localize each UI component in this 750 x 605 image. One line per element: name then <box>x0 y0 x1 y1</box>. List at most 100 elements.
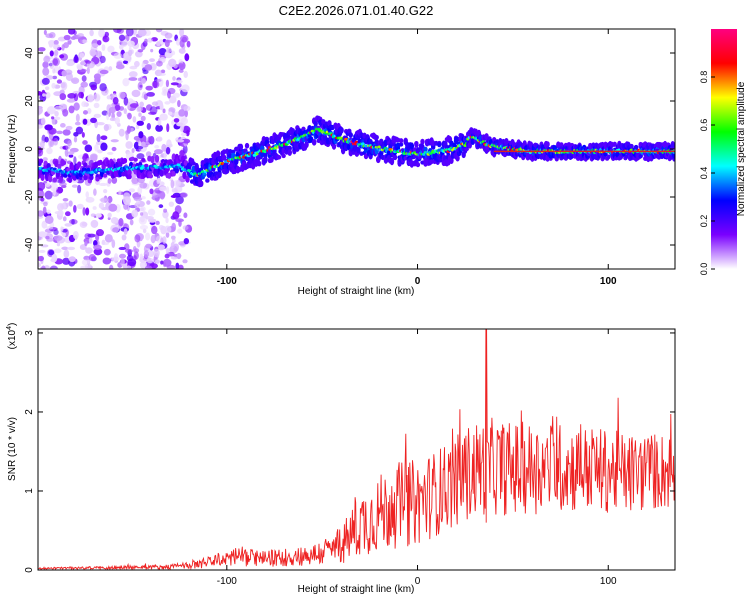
spectrogram-cell <box>276 155 282 160</box>
spectrogram-cell <box>46 106 56 115</box>
spectrogram-cell <box>145 85 153 91</box>
spectrogram-cell <box>102 257 112 265</box>
spectrogram-cell <box>146 123 151 130</box>
spectrogram-cell <box>156 41 161 47</box>
spectrogram-cell <box>257 160 262 167</box>
snr-unit-suffix: ) <box>7 323 18 326</box>
spectrogram-cell <box>142 69 149 75</box>
spectrogram-cell <box>51 253 58 263</box>
spectrogram-cell <box>144 265 153 269</box>
spectrogram-cell <box>127 112 132 120</box>
spectrogram-cell <box>114 104 121 111</box>
spectrogram-cell <box>172 92 180 98</box>
spectrogram-cell <box>182 259 188 264</box>
spectrogram-cell <box>150 48 154 53</box>
spectrogram-cell <box>71 218 75 225</box>
spectrogram-cell <box>49 140 54 148</box>
spectrogram-cell <box>38 262 42 268</box>
spectrogram-cell <box>87 107 92 114</box>
spectrogram-cell <box>62 108 69 117</box>
spectrogram-cell <box>141 157 146 162</box>
spectrogram-cell <box>331 143 337 150</box>
spectrogram-cell <box>633 144 639 150</box>
spectrogram-cell <box>64 148 69 157</box>
spectrogram-ytick-label: -20 <box>24 189 35 204</box>
spectrogram-cell <box>103 248 111 256</box>
spectrogram-cell <box>43 201 48 207</box>
spectrogram-cell <box>559 142 564 147</box>
spectrogram-cell <box>184 109 188 118</box>
spectrogram-cell <box>141 62 146 69</box>
spectrogram-cell <box>168 201 175 207</box>
spectrogram-cell <box>103 124 109 132</box>
spectrogram-cell <box>121 234 127 241</box>
spectrogram-cell <box>57 203 64 212</box>
spectrogram-cell <box>81 101 87 108</box>
spectrogram-cell <box>89 48 96 57</box>
spectrogram-cell <box>166 47 172 54</box>
spectrogram-cell <box>356 146 361 154</box>
spectrogram-cell <box>93 73 101 80</box>
spectrogram-cell <box>85 207 90 216</box>
spectrogram-cell <box>147 250 155 258</box>
spectrogram-cell <box>127 265 132 269</box>
spectrogram-cell <box>129 219 134 226</box>
spectrogram-cell <box>178 69 184 73</box>
spectrogram-cell <box>67 92 77 99</box>
spectrogram-cell <box>93 248 103 256</box>
spectrogram-cell <box>398 138 404 144</box>
spectrogram-cell <box>238 143 244 151</box>
spectrogram-cell <box>90 117 98 124</box>
spectrogram-cell <box>68 200 73 207</box>
spectrogram-cell <box>127 49 133 57</box>
spectrogram-cell <box>228 149 233 155</box>
spectrogram-cell <box>167 111 173 116</box>
spectrogram-cell <box>153 149 163 155</box>
spectrogram-cell <box>170 82 179 86</box>
colorbar-label: Normalized spectral amplitude <box>736 81 747 216</box>
spectrogram-cell <box>81 39 88 44</box>
spectrogram-cell <box>66 60 75 67</box>
spectrogram-cell <box>133 60 140 68</box>
spectrogram-cell <box>156 178 161 185</box>
spectrogram-marks <box>38 29 675 269</box>
spectrogram-cell <box>140 215 145 223</box>
spectrogram-cell <box>131 89 141 98</box>
spectrogram-cell <box>95 176 100 182</box>
spectrogram-cell <box>40 117 46 126</box>
spectrogram-cell <box>60 123 66 128</box>
colorbar: 0.0 0.2 0.4 0.6 0.8 Normalized spectral ampl… <box>699 29 747 275</box>
spectrogram-cell <box>80 61 86 66</box>
spectrogram-cell <box>165 217 169 224</box>
spectrogram-cell <box>101 44 106 51</box>
spectrogram-cell <box>82 110 88 115</box>
spectrogram-cell <box>199 180 204 188</box>
spectrogram-cell <box>97 40 102 46</box>
spectrogram-cell <box>42 157 48 162</box>
spectrogram-cell <box>139 224 149 230</box>
spectrogram-cell <box>157 117 162 127</box>
spectrogram-cell <box>76 203 84 210</box>
spectrogram-cell <box>612 141 617 147</box>
spectrogram-cell <box>45 33 54 39</box>
spectrogram-cell <box>73 102 80 111</box>
spectrogram-cell <box>183 238 190 245</box>
spectrogram-cell <box>56 130 64 135</box>
spectrogram-cell <box>437 142 442 148</box>
spectrogram-cell <box>420 138 425 145</box>
spectrogram-cell <box>67 177 73 183</box>
spectrogram-cell <box>164 225 172 234</box>
spectrogram-cell <box>81 259 90 266</box>
spectrogram-cell <box>430 140 436 147</box>
spectrogram-cell <box>182 225 189 231</box>
spectrogram-ticks: -100 0 100 -40 -20 0 20 40 <box>24 29 675 287</box>
spectrogram-cell <box>161 86 168 93</box>
spectrogram-xlabel: Height of straight line (km) <box>298 286 415 297</box>
snr-marks <box>38 329 675 570</box>
spectrogram-cell <box>83 174 88 181</box>
spectrogram-cell <box>158 47 167 56</box>
spectrogram-cell <box>120 257 125 267</box>
spectrogram-ylabel: Frequency (Hz) <box>7 115 18 184</box>
spectrogram-cell <box>87 233 96 238</box>
snr-frame <box>37 328 676 571</box>
